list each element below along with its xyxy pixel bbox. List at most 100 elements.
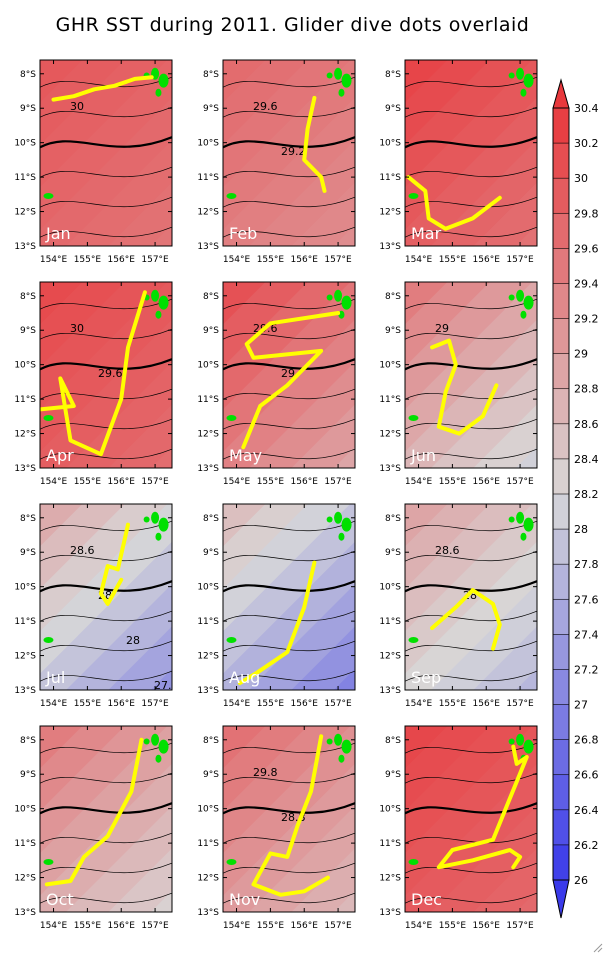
sst-band	[405, 763, 537, 912]
x-tick-label: 155°E	[257, 477, 285, 487]
x-tick-label: 154°E	[405, 699, 433, 709]
contour-line	[223, 550, 355, 562]
y-tick-label: 12°S	[14, 652, 36, 662]
contour-line	[405, 862, 537, 874]
y-tick-label: 13°S	[379, 908, 401, 918]
colorbar-label: 26.2	[574, 839, 599, 852]
y-tick-label: 12°S	[379, 430, 401, 440]
panel-jan: 30 Jan 8°S 9°S 10°S 11°S 12°S 13°S 154°E 155°E 156…	[14, 59, 173, 265]
contour-line	[40, 226, 172, 238]
contour-line	[40, 418, 172, 430]
glider-track	[436, 744, 529, 870]
island	[43, 859, 54, 866]
resize-grip-icon[interactable]	[591, 941, 603, 953]
sst-band	[405, 541, 537, 690]
month-label: Jun	[410, 446, 436, 465]
contour-line	[40, 135, 172, 149]
y-tick-label: 13°S	[197, 464, 219, 474]
island	[43, 193, 54, 200]
sst-field: 30 29.6	[40, 282, 172, 468]
contour-line	[405, 298, 537, 310]
month-label: Feb	[229, 224, 257, 243]
island	[334, 67, 343, 80]
y-tick-label: 11°S	[14, 395, 36, 405]
x-tick-label: 155°E	[257, 921, 285, 931]
contour-line	[405, 892, 537, 904]
x-tick-label: 154°E	[405, 477, 433, 487]
panel-frame	[222, 725, 356, 913]
contour-line	[223, 862, 355, 874]
sst-band	[150, 890, 172, 912]
sst-band	[333, 446, 355, 468]
colorbar-segment	[553, 283, 569, 320]
y-tick-label: 11°S	[14, 173, 36, 183]
contour-line	[40, 862, 172, 874]
island	[338, 754, 345, 763]
y-tick-label: 9°S	[20, 104, 36, 114]
island	[408, 415, 419, 422]
x-tick-label: 156°E	[291, 255, 319, 265]
colorbar-segment	[553, 423, 569, 460]
contour-line	[223, 772, 355, 784]
sst-band	[66, 362, 172, 468]
contour-line	[405, 357, 537, 371]
colorbar-label: 29	[574, 348, 588, 361]
contour-label: 29.6	[98, 367, 123, 380]
colorbar-segment	[553, 143, 569, 179]
panel-oct: Oct 8°S 9°S 10°S 11°S 12°S 13°S 154°E 155°E 156°E…	[14, 725, 173, 931]
y-tick-label: 8°S	[385, 514, 401, 524]
panel-frame	[39, 725, 173, 913]
x-tick-label: 156°E	[473, 921, 501, 931]
y-tick-label: 10°S	[379, 361, 401, 371]
contour-line	[405, 610, 537, 622]
contour-line	[405, 166, 537, 178]
y-tick-label: 8°S	[203, 736, 219, 746]
glider-track	[251, 734, 330, 897]
y-tick-label: 8°S	[203, 70, 219, 80]
x-tick-label: 157°E	[141, 699, 169, 709]
contour-line	[223, 418, 355, 430]
y-tick-label: 12°S	[14, 208, 36, 218]
x-tick-label: 157°E	[141, 255, 169, 265]
sst-band	[223, 763, 355, 912]
sst-field: 29	[405, 282, 537, 468]
glider-track	[302, 95, 327, 193]
island	[523, 295, 534, 310]
sst-band	[223, 319, 355, 468]
sst-band	[473, 182, 537, 246]
island	[143, 516, 150, 523]
contour-line	[40, 448, 172, 460]
x-tick-label: 157°E	[141, 921, 169, 931]
contour-label: 29.6	[253, 100, 278, 113]
glider-track	[406, 175, 502, 231]
colorbar-segment	[553, 669, 569, 706]
panel-frame	[404, 503, 538, 691]
y-tick-label: 9°S	[20, 770, 36, 780]
chart-title: GHR SST during 2011. Glider dive dots ov…	[55, 14, 530, 36]
x-tick-label: 155°E	[257, 255, 285, 265]
y-tick-label: 9°S	[203, 770, 219, 780]
colorbar-segment	[553, 494, 569, 530]
y-tick-label: 12°S	[379, 652, 401, 662]
contour-line	[405, 579, 537, 593]
island	[226, 193, 237, 200]
colorbar-label: 27.8	[574, 558, 599, 571]
x-tick-label: 156°E	[108, 921, 136, 931]
sst-band	[431, 584, 537, 690]
colorbar-segment	[553, 809, 569, 846]
y-tick-label: 12°S	[14, 874, 36, 884]
y-tick-label: 12°S	[197, 874, 219, 884]
month-label: Jan	[45, 224, 71, 243]
y-tick-label: 9°S	[20, 326, 36, 336]
sst-band	[249, 806, 355, 912]
contour-line	[223, 520, 355, 532]
x-tick-label: 155°E	[74, 699, 102, 709]
x-tick-label: 157°E	[506, 921, 534, 931]
island	[158, 295, 169, 310]
glider-track	[241, 311, 341, 450]
island	[326, 738, 333, 745]
y-tick-label: 9°S	[203, 104, 219, 114]
